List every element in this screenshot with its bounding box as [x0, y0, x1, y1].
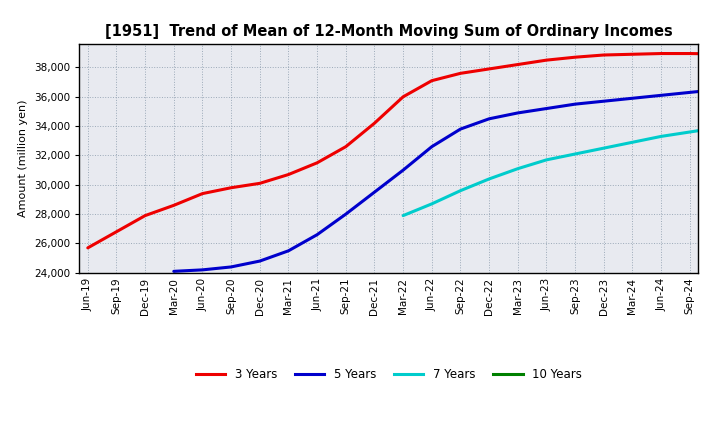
- Legend: 3 Years, 5 Years, 7 Years, 10 Years: 3 Years, 5 Years, 7 Years, 10 Years: [191, 363, 587, 386]
- Y-axis label: Amount (million yen): Amount (million yen): [19, 99, 29, 217]
- Title: [1951]  Trend of Mean of 12-Month Moving Sum of Ordinary Incomes: [1951] Trend of Mean of 12-Month Moving …: [105, 24, 672, 39]
